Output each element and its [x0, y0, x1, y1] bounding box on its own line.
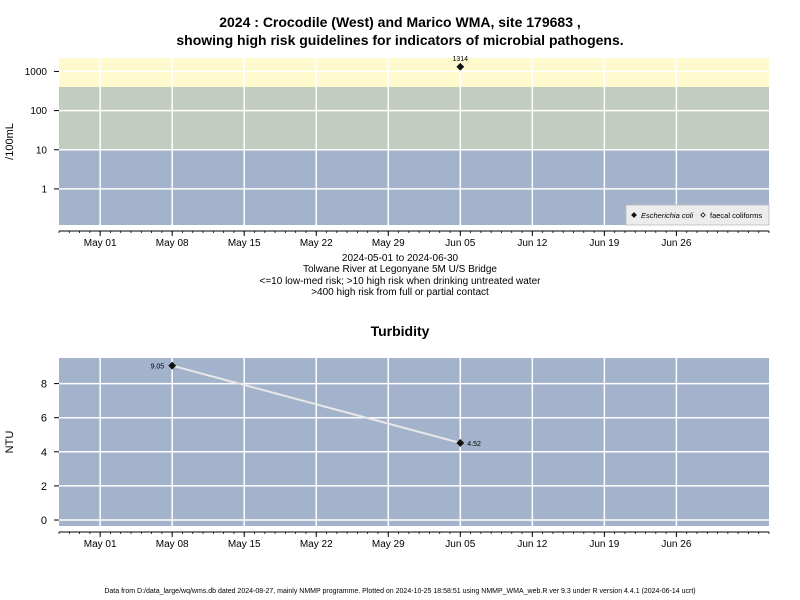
legend-marker-ecoli [631, 212, 637, 218]
ecoli-x-tick-label: Jun 12 [517, 238, 547, 249]
risk-band-2 [59, 58, 769, 88]
chart-title-line2: showing high risk guidelines for indicat… [176, 32, 624, 48]
legend-box [625, 204, 770, 226]
ecoli-x-tick-label: Jun 19 [589, 238, 619, 249]
turbidity-x-tick-label: May 15 [228, 539, 261, 550]
ecoli-data-point [456, 62, 465, 71]
ecoli-x-tick-label: May 22 [300, 238, 333, 249]
legend-marker-faecal [700, 212, 706, 218]
chart-title-line1: 2024 : Crocodile (West) and Marico WMA, … [219, 14, 581, 30]
turbidity-x-tick-label: Jun 19 [589, 539, 619, 550]
ecoli-x-tick-label: May 15 [228, 238, 261, 249]
turbidity-x-tick-label: Jun 05 [445, 539, 475, 550]
caption-site-name: Tolwane River at Legonyane 5M U/S Bridge [303, 264, 497, 275]
caption-date-range: 2024-05-01 to 2024-06-30 [341, 253, 459, 264]
turbidity-x-tick-label: May 08 [156, 539, 189, 550]
ecoli-x-tick-label: May 08 [156, 238, 189, 249]
ecoli-data-label: 1314 [453, 56, 469, 63]
turbidity-x-tick-label: May 22 [300, 539, 333, 550]
legend-label-ecoli: Escherichia coli [641, 211, 693, 220]
turbidity-x-tick-label: May 29 [372, 539, 405, 550]
turbidity-data-point [168, 361, 177, 370]
ecoli-x-tick-label: Jun 26 [661, 238, 691, 249]
turbidity-y-tick-label: 2 [41, 481, 47, 493]
turbidity-title: Turbidity [370, 323, 430, 339]
turbidity-x-tick-label: Jun 12 [517, 539, 547, 550]
turbidity-x-tick-label: Jun 26 [661, 539, 691, 550]
ecoli-x-tick-label: May 29 [372, 238, 405, 249]
turbidity-data-label: 4.52 [467, 441, 481, 448]
turbidity-series-line [171, 364, 461, 444]
ecoli-y-tick-label: 1000 [25, 67, 48, 78]
turbidity-y-tick-label: 6 [41, 413, 47, 425]
caption-guideline-contact: >400 high risk from full or partial cont… [311, 287, 489, 298]
ecoli-x-tick-label: May 01 [84, 238, 117, 249]
turbidity-y-tick-label: 0 [41, 515, 47, 527]
ecoli-y-axis-label: /100mL [4, 123, 16, 160]
turbidity-data-point [456, 439, 465, 447]
risk-band-1 [59, 87, 769, 150]
turbidity-data-label: 9.05 [151, 364, 165, 371]
ecoli-y-tick-label: 100 [30, 106, 47, 117]
ecoli-x-tick-label: Jun 05 [445, 238, 475, 249]
caption-guideline-drinking: <=10 low-med risk; >10 high risk when dr… [259, 276, 541, 287]
footer-note: Data from D:/data_large/wq/wms.db dated … [104, 588, 696, 595]
legend-label-faecal: faecal coliforms [710, 211, 762, 220]
ecoli-y-tick-label: 1 [41, 184, 47, 195]
turbidity-plot-background [59, 358, 769, 526]
turbidity-y-tick-label: 4 [41, 447, 47, 459]
ecoli-y-tick-label: 10 [36, 145, 48, 156]
turbidity-x-tick-label: May 01 [84, 539, 117, 550]
turbidity-y-tick-label: 8 [41, 379, 47, 391]
turbidity-y-axis-label: NTU [4, 431, 16, 454]
